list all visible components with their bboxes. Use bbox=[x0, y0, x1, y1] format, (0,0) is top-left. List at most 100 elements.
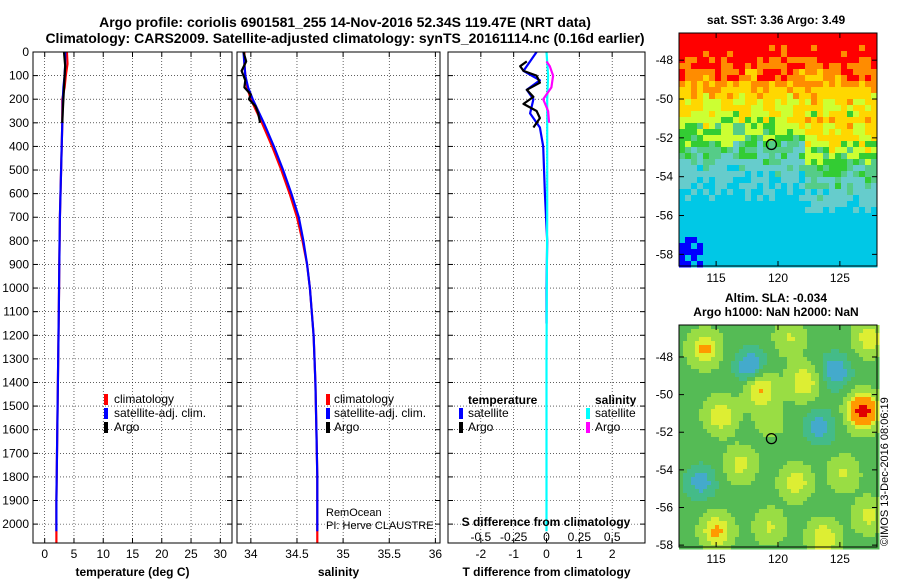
map-cell bbox=[799, 345, 804, 350]
map-cell bbox=[685, 165, 692, 172]
map-cell bbox=[781, 195, 788, 202]
map-cell bbox=[763, 63, 770, 70]
map-cell bbox=[843, 409, 848, 414]
map-cell bbox=[793, 207, 800, 214]
map-cell bbox=[775, 449, 780, 454]
map-cell bbox=[851, 369, 856, 374]
map-cell bbox=[727, 39, 734, 46]
map-cell bbox=[731, 465, 736, 470]
map-cell bbox=[795, 369, 800, 374]
map-cell bbox=[831, 361, 836, 366]
map-cell bbox=[839, 529, 844, 534]
map-cell bbox=[679, 87, 686, 94]
map-cell bbox=[703, 521, 708, 526]
map-cell bbox=[703, 417, 708, 422]
map-cell bbox=[755, 401, 760, 406]
map-cell bbox=[871, 159, 878, 166]
map-cell bbox=[679, 449, 684, 454]
map-cell bbox=[711, 441, 716, 446]
map-cell bbox=[835, 501, 840, 506]
map-cell bbox=[687, 341, 692, 346]
map-cell bbox=[751, 529, 756, 534]
map-cell bbox=[679, 147, 686, 154]
map-cell bbox=[691, 75, 698, 82]
map-cell bbox=[817, 201, 824, 208]
map-cell bbox=[839, 465, 844, 470]
map-cell bbox=[811, 365, 816, 370]
map-cell bbox=[751, 105, 758, 112]
map-cell bbox=[799, 393, 804, 398]
map-cell bbox=[871, 501, 876, 506]
map-cell bbox=[787, 461, 792, 466]
map-cell bbox=[711, 413, 716, 418]
map-cell bbox=[763, 461, 768, 466]
map-cell bbox=[767, 437, 772, 442]
map-cell bbox=[727, 489, 732, 494]
map-cell bbox=[871, 99, 878, 106]
map-cell bbox=[727, 505, 732, 510]
map-cell bbox=[769, 207, 776, 214]
map-cell bbox=[763, 219, 770, 226]
map-cell bbox=[743, 377, 748, 382]
map-cell bbox=[739, 357, 744, 362]
map-cell bbox=[859, 533, 864, 538]
map-cell bbox=[805, 243, 812, 250]
map-cell bbox=[715, 517, 720, 522]
map-cell bbox=[811, 231, 818, 238]
map-cell bbox=[867, 409, 872, 414]
map-cell bbox=[835, 135, 842, 142]
map-cell bbox=[791, 465, 796, 470]
map-cell bbox=[787, 333, 792, 338]
map-cell bbox=[823, 381, 828, 386]
map-cell bbox=[707, 445, 712, 450]
map-cell bbox=[763, 195, 770, 202]
map-cell bbox=[823, 369, 828, 374]
map-cell bbox=[799, 99, 806, 106]
map-cell bbox=[767, 333, 772, 338]
map-cell bbox=[775, 493, 780, 498]
map-cell bbox=[835, 165, 842, 172]
map-cell bbox=[867, 461, 872, 466]
map-cell bbox=[731, 477, 736, 482]
map-cell bbox=[827, 401, 832, 406]
map-cell bbox=[767, 485, 772, 490]
map-cell bbox=[795, 381, 800, 386]
map-cell bbox=[791, 469, 796, 474]
map-cell bbox=[867, 481, 872, 486]
map-cell bbox=[727, 111, 734, 118]
map-cell bbox=[763, 349, 768, 354]
map-cell bbox=[727, 219, 734, 226]
map-cell bbox=[687, 409, 692, 414]
map-cell bbox=[751, 171, 758, 178]
map-cell bbox=[691, 249, 698, 256]
map-cell bbox=[853, 231, 860, 238]
map-cell bbox=[763, 393, 768, 398]
map-cell bbox=[739, 141, 746, 148]
map-cell bbox=[747, 401, 752, 406]
map-cell bbox=[719, 481, 724, 486]
map-cell bbox=[733, 243, 740, 250]
map-cell bbox=[739, 513, 744, 518]
map-cell bbox=[803, 425, 808, 430]
map-cell bbox=[855, 421, 860, 426]
map-cell bbox=[755, 505, 760, 510]
map-cell bbox=[847, 421, 852, 426]
map-cell bbox=[715, 333, 720, 338]
map-cell bbox=[763, 341, 768, 346]
map-cell bbox=[769, 231, 776, 238]
x-tick-label: 35 bbox=[336, 547, 350, 561]
map-cell bbox=[793, 243, 800, 250]
map-cell bbox=[697, 135, 704, 142]
map-cell bbox=[679, 93, 686, 100]
map-cell bbox=[755, 385, 760, 390]
map-cell bbox=[679, 123, 686, 130]
map-cell bbox=[719, 409, 724, 414]
map-cell bbox=[867, 377, 872, 382]
map-cell bbox=[755, 533, 760, 538]
map-cell bbox=[703, 325, 708, 330]
map-cell bbox=[831, 469, 836, 474]
argo-position-marker bbox=[765, 138, 778, 151]
map-cell bbox=[715, 401, 720, 406]
map-cell bbox=[853, 87, 860, 94]
